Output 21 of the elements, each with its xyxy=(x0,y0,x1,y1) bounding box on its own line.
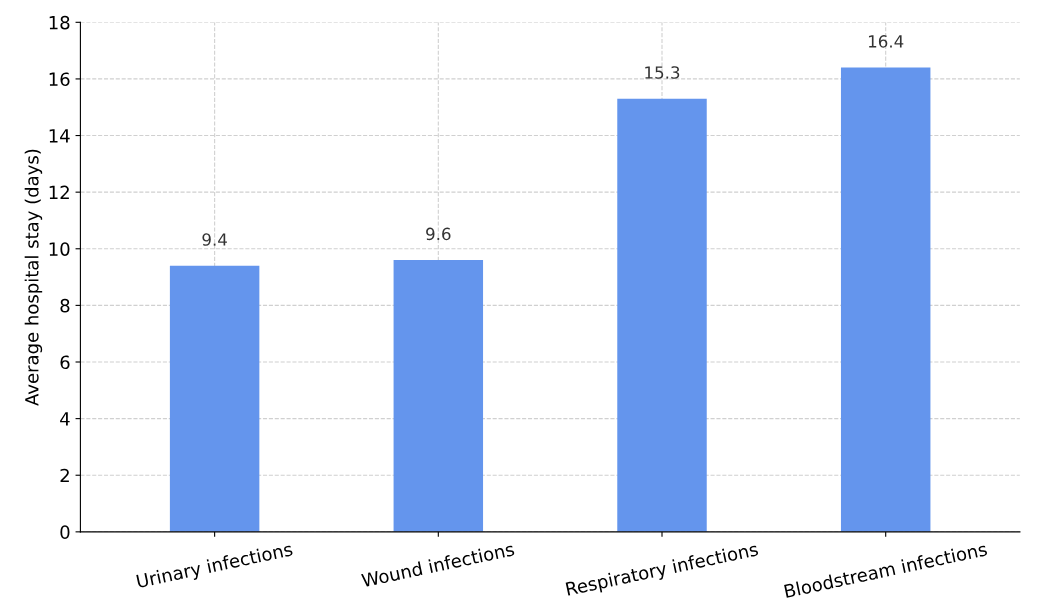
bar xyxy=(393,260,484,532)
y-tick-label: 4 xyxy=(60,412,70,426)
y-tick-label: 12 xyxy=(49,185,69,200)
y-tick-label: 2 xyxy=(60,468,69,483)
data-label: 16.4 xyxy=(868,35,904,48)
y-tick-label: 18 xyxy=(49,15,70,30)
x-tick-label: Urinary infections xyxy=(136,541,294,592)
bar xyxy=(169,265,260,532)
y-tick-label: 10 xyxy=(49,242,70,256)
data-label: 9.6 xyxy=(426,227,451,241)
x-tick-label: Wound infections xyxy=(360,541,515,588)
bar xyxy=(617,98,707,532)
bar xyxy=(840,67,931,532)
y-tick-label: 14 xyxy=(49,129,70,143)
y-tick-label: 8 xyxy=(60,298,70,313)
y-tick-label: 6 xyxy=(60,355,70,370)
y-axis-title: Average hospital stay (days) xyxy=(24,149,43,406)
data-label: 15.3 xyxy=(645,66,680,79)
data-label: 9.4 xyxy=(202,233,227,246)
y-tick-label: 0 xyxy=(60,525,70,539)
y-tick-label: 16 xyxy=(49,72,70,87)
